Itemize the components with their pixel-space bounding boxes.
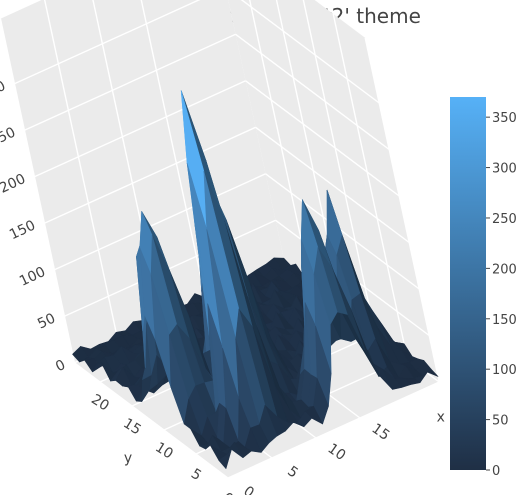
gridline-z: [14, 0, 201, 85]
gridline-y: [332, 13, 408, 359]
y-axis-title: y: [124, 450, 132, 466]
z-tick-label: 250: [0, 124, 18, 150]
elevation-surface: [72, 90, 439, 470]
gridline-z: [44, 126, 256, 224]
x-tick-label: 0: [240, 483, 256, 495]
gridline-z: [265, 173, 420, 290]
gridline-y: [364, 37, 440, 383]
gridline-y: [227, 381, 440, 479]
x-axis-title: x: [437, 409, 445, 425]
wall-x-back: [228, 0, 440, 382]
gridline-z: [240, 0, 380, 104]
colorbar-tick-label: 250: [492, 212, 517, 227]
surface-facet: [218, 449, 232, 470]
x-tick-label: 5: [284, 463, 300, 481]
z-tick-label: 50: [35, 310, 58, 332]
x-tick-label: 10: [325, 441, 349, 464]
x-tick-label: 15: [369, 421, 393, 444]
colorbar-tick-label: 150: [492, 313, 517, 328]
gridline-y: [248, 0, 312, 287]
y-tick-label: 15: [120, 415, 144, 438]
z-tick-label: 0: [53, 357, 68, 375]
gridline-z: [245, 80, 400, 197]
gridline-y: [302, 0, 376, 335]
z-tick-label: 100: [17, 264, 48, 290]
gridline-z: [64, 219, 276, 317]
z-tick-label: 200: [0, 171, 28, 197]
gridline-z: [255, 126, 410, 244]
colorbar-tick-label: 50: [492, 414, 509, 429]
colorbar-tick-label: 0: [492, 464, 500, 479]
colorbar-tick-label: 350: [492, 111, 517, 126]
gridline-z: [34, 80, 246, 178]
gridline-z: [24, 33, 236, 131]
colorbar-tick-label: 200: [492, 262, 517, 277]
colorbar: 0 50 100 150 200 250 300 350: [450, 97, 517, 479]
y-tick-label: 5: [188, 466, 204, 484]
y-tick-label: 10: [152, 439, 176, 462]
y-tick-label: 0: [220, 490, 236, 495]
colorbar-tick-label: 300: [492, 162, 517, 177]
z-tick-label: 150: [7, 217, 38, 243]
gridline-x: [0, 18, 76, 363]
y-tick-label: 20: [88, 391, 112, 414]
gridline-x: [43, 0, 120, 343]
gridline-x: [140, 0, 208, 303]
z-tick-label: 300: [0, 78, 8, 104]
gridline-z: [54, 173, 266, 271]
gridline-z: [235, 33, 390, 151]
colorbar-tick-label: 100: [492, 363, 517, 378]
colorbar-gradient: [450, 97, 486, 470]
